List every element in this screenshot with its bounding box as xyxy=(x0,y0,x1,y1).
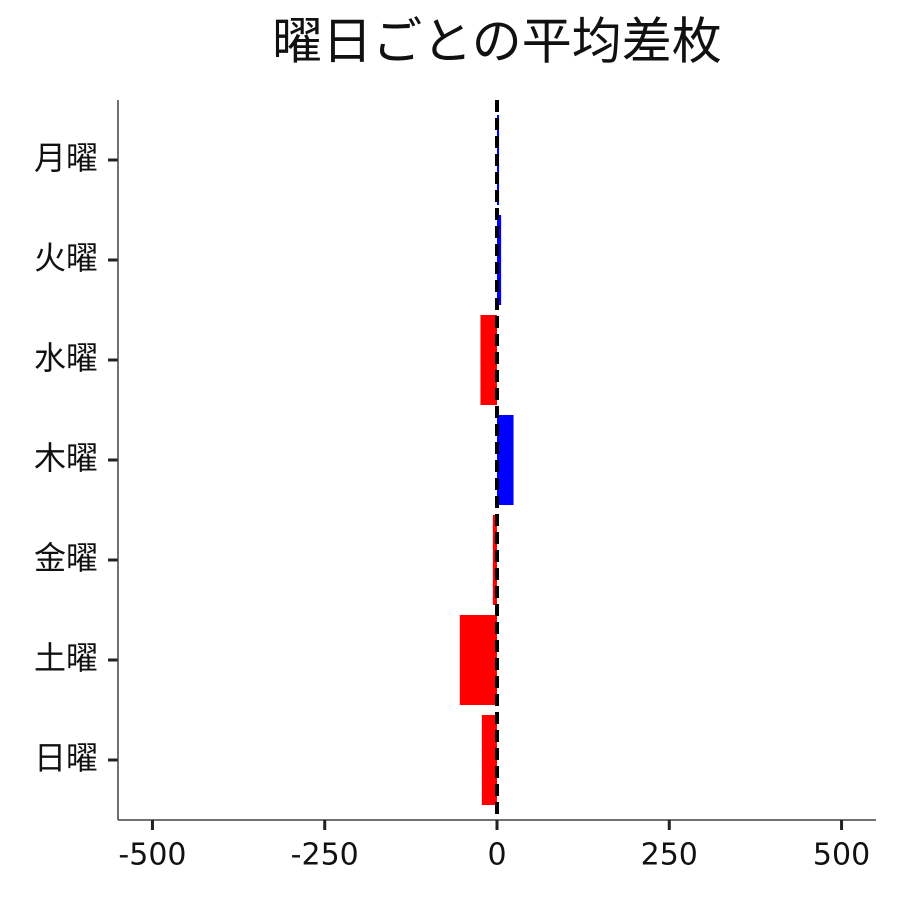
y-tick-label: 木曜 xyxy=(34,439,98,477)
bar xyxy=(497,415,514,505)
bar xyxy=(492,515,497,605)
x-tick-label: -500 xyxy=(118,838,186,873)
bar xyxy=(480,315,497,405)
bar xyxy=(481,715,497,805)
x-tick-label: -250 xyxy=(291,838,359,873)
y-tick-label: 金曜 xyxy=(34,539,98,577)
bar xyxy=(459,615,497,705)
y-tick-label: 月曜 xyxy=(34,139,98,177)
chart-title: 曜日ごとの平均差枚 xyxy=(272,13,722,71)
y-tick-label: 土曜 xyxy=(34,639,98,677)
x-tick-label: 0 xyxy=(487,838,506,873)
x-tick-label: 250 xyxy=(641,838,698,873)
y-tick-label: 日曜 xyxy=(34,739,98,777)
bar xyxy=(497,215,502,305)
x-tick-label: 500 xyxy=(813,838,870,873)
y-tick-label: 水曜 xyxy=(34,339,98,377)
y-tick-label: 火曜 xyxy=(34,239,98,277)
